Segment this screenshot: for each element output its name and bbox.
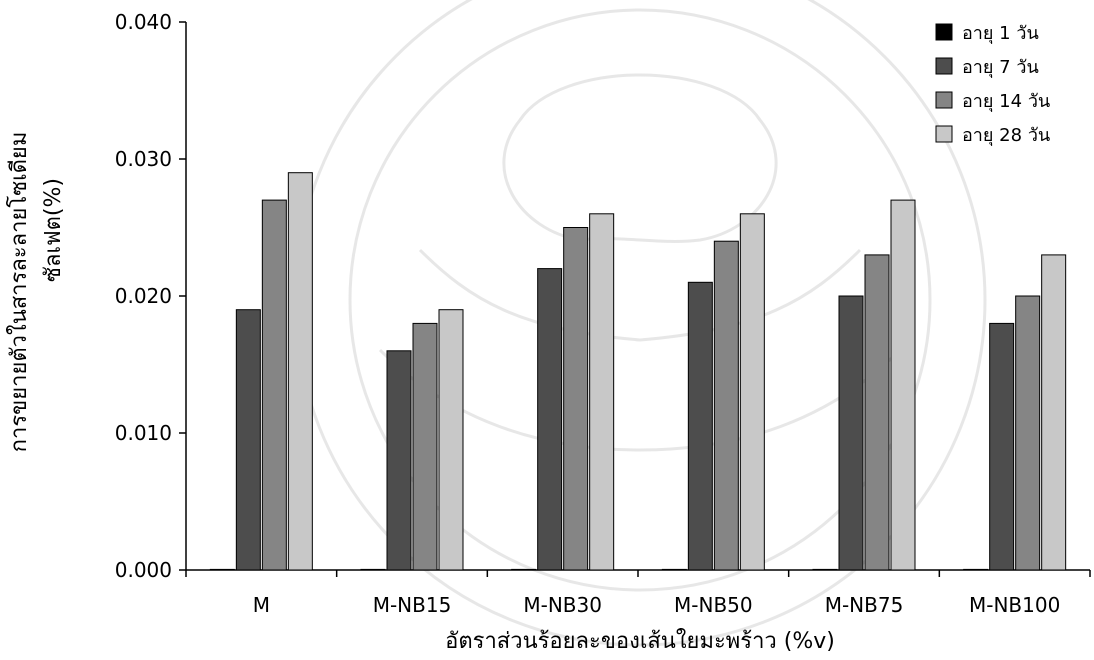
y-tick-label: 0.020: [115, 284, 172, 308]
bar: [890, 199, 916, 571]
bar: [687, 281, 713, 571]
y-axis-title-line1: การขยายตัวในสารละลายโซเดียม: [6, 132, 32, 453]
bar: [386, 350, 412, 571]
y-axis-title-line2: ซัลเฟต(%): [41, 178, 66, 282]
bar: [838, 295, 864, 571]
bar: [412, 322, 438, 571]
bar: [563, 227, 589, 571]
y-tick-label: 0.000: [115, 558, 172, 582]
bar: [537, 268, 563, 571]
legend-swatch: [935, 23, 953, 41]
x-tick-label: M-NB100: [969, 593, 1060, 617]
x-tick-label: M-NB30: [523, 593, 602, 617]
legend-swatch: [935, 91, 953, 109]
legend-swatch: [935, 125, 953, 143]
x-tick-label: M-NB50: [674, 593, 753, 617]
x-tick-label: M-NB75: [825, 593, 904, 617]
axes: [185, 22, 1090, 571]
bar: [713, 240, 739, 571]
legend-swatch: [935, 57, 953, 75]
legend-label: อายุ 1 วัน: [962, 23, 1039, 44]
bar: [739, 213, 765, 571]
legend-label: อายุ 7 วัน: [962, 57, 1039, 78]
bar: [287, 172, 313, 571]
bar: [360, 568, 386, 571]
y-tick-label: 0.010: [115, 421, 172, 445]
bar: [963, 568, 989, 571]
y-tick-label: 0.030: [115, 147, 172, 171]
bar: [235, 309, 261, 571]
x-tick-label: M-NB15: [373, 593, 452, 617]
y-tick-label: 0.040: [115, 10, 172, 34]
bar: [661, 568, 687, 571]
x-tick-label: M: [253, 593, 270, 617]
bars: [209, 172, 1067, 571]
bar: [864, 254, 890, 571]
bar: [989, 322, 1015, 571]
bar: [812, 568, 838, 571]
bar: [1041, 254, 1067, 571]
bar: [589, 213, 615, 571]
bar: [438, 309, 464, 571]
legend-label: อายุ 14 วัน: [962, 91, 1050, 112]
x-axis-title: อัตราส่วนร้อยละของเส้นใยมะพร้าว (%v): [445, 628, 835, 654]
ticks: 0.000 0.010 0.020 0.030 0.040 M M-NB15 M-NB30 M-…: [115, 10, 1091, 617]
bar: [261, 199, 287, 571]
bar: [511, 568, 537, 571]
legend-label: อายุ 28 วัน: [962, 125, 1050, 146]
bar: [1015, 295, 1041, 571]
y-axis-title: การขยายตัวในสารละลายโซเดียม ซัลเฟต(%): [6, 132, 66, 453]
bar: [209, 568, 235, 571]
